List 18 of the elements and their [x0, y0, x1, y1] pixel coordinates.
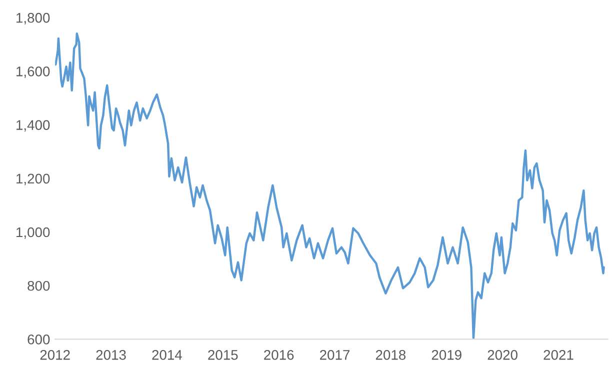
- y-tick-label: 1,800: [16, 12, 50, 24]
- y-tick-label: 1,400: [16, 120, 50, 132]
- x-tick-label: 2017: [320, 350, 350, 360]
- x-tick-label: 2019: [432, 350, 462, 360]
- x-tick-label: 2020: [488, 350, 518, 360]
- y-tick-label: 1,000: [16, 227, 50, 239]
- x-tick-label: 2012: [40, 350, 70, 360]
- x-tick-label: 2014: [152, 350, 182, 360]
- x-tick-label: 2018: [376, 350, 406, 360]
- x-tick-label: 2016: [264, 350, 294, 360]
- line-series: [55, 32, 605, 340]
- x-tick-label: 2015: [208, 350, 238, 360]
- y-tick-label: 600: [28, 334, 50, 344]
- x-tick-label: 2021: [544, 350, 574, 360]
- x-tick-label: 2013: [96, 350, 126, 360]
- y-tick-label: 800: [28, 280, 50, 291]
- y-tick-label: 1,600: [16, 66, 50, 78]
- y-tick-label: 1,200: [16, 174, 50, 186]
